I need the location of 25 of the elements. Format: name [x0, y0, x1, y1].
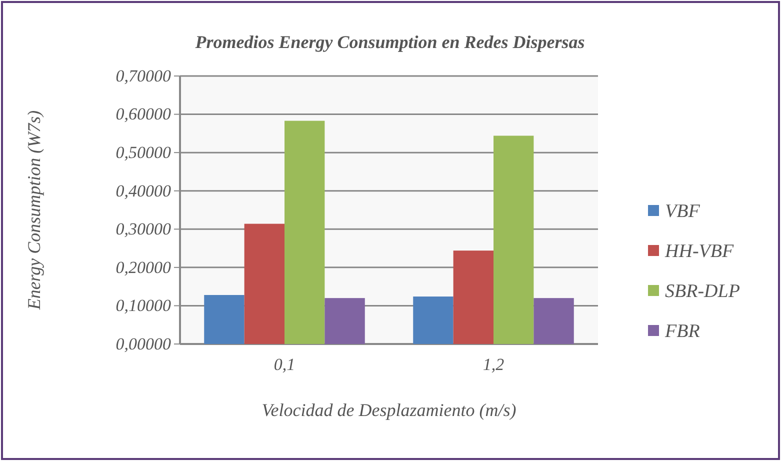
y-tick-label: 0,40000 — [116, 181, 172, 200]
bar — [244, 224, 284, 344]
y-tick-label: 0,60000 — [116, 104, 172, 124]
legend-label: VBF — [665, 201, 700, 222]
x-tick-label: 0,1 — [274, 355, 296, 374]
y-tick-label: 0,00000 — [116, 334, 172, 354]
y-axis-title: Energy Consumption (W7s) — [24, 110, 44, 311]
bar — [534, 298, 574, 344]
x-tick-label: 1,2 — [482, 355, 505, 374]
legend-label: FBR — [664, 321, 700, 342]
bar — [494, 136, 534, 344]
bar — [453, 250, 494, 344]
y-tick-label: 0,30000 — [116, 220, 172, 239]
y-tick-label: 0,10000 — [116, 296, 172, 316]
y-tick-label: 0,20000 — [116, 258, 172, 277]
x-axis-title: Velocidad de Desplazamiento (m/s) — [262, 400, 516, 420]
bar — [204, 294, 244, 344]
y-tick-label: 0,50000 — [116, 143, 172, 162]
y-tick-label: 0,70000 — [116, 66, 172, 86]
bar — [324, 298, 365, 344]
legend-label: HH-VBF — [664, 241, 734, 262]
legend-label: SBR-DLP — [665, 281, 740, 302]
bar — [413, 296, 454, 344]
chart-title: Promedios Energy Consumption en Redes Dispersas — [194, 32, 585, 52]
bar — [284, 120, 325, 344]
